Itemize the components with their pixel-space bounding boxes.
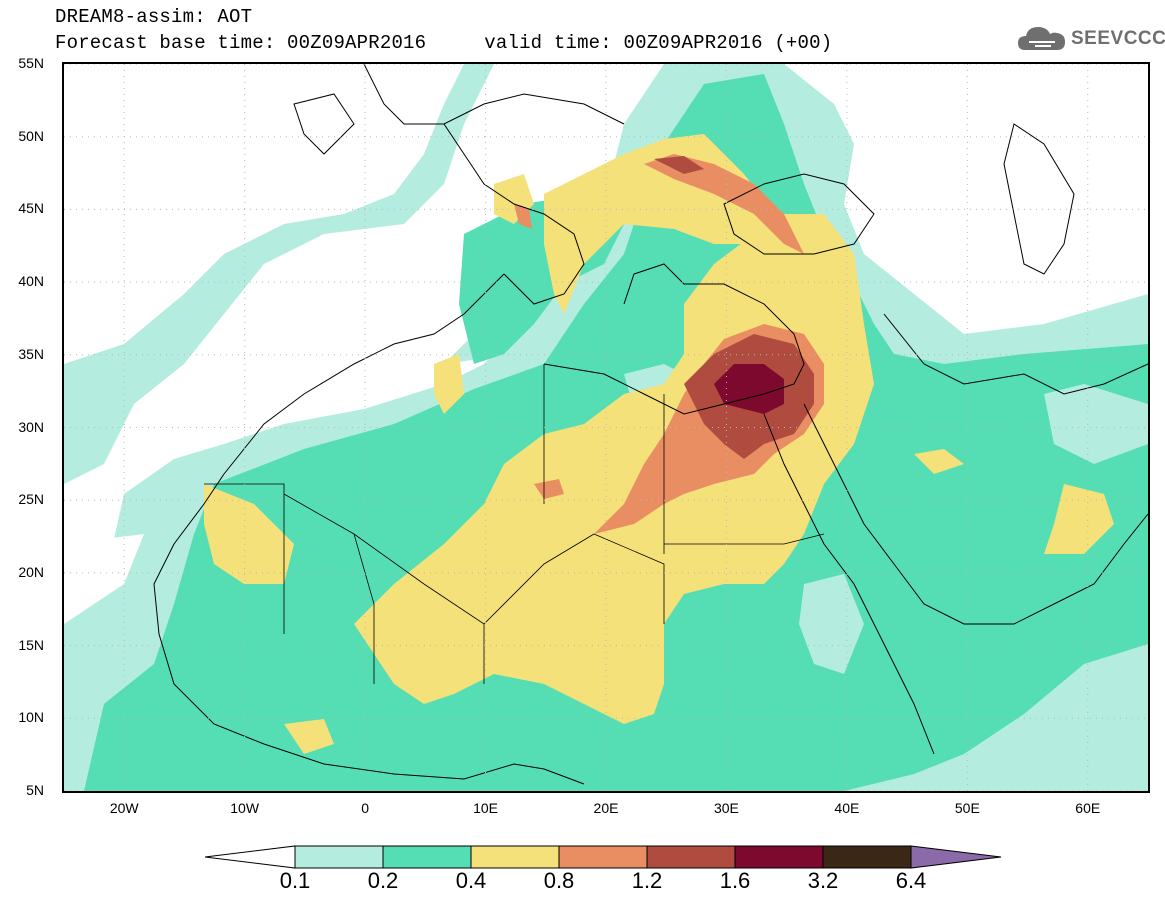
colorbar-label: 1.2: [631, 868, 663, 893]
lat-label: 25N: [18, 491, 44, 508]
forecast-time-line: Forecast base time: 00Z09APR2016 valid t…: [55, 32, 833, 54]
colorbar-segment: [734, 845, 824, 869]
lon-label: 30E: [713, 800, 739, 816]
colorbar-segment: [382, 845, 472, 869]
borders: [204, 364, 825, 684]
lat-label: 20N: [18, 563, 44, 580]
white-areas: [64, 64, 1148, 624]
colorbar-label: 3.2: [807, 868, 839, 893]
lat-label: 15N: [18, 636, 44, 653]
logo-text: SEEVCCC: [1071, 28, 1165, 49]
colorbar-high-triangle: [910, 845, 1002, 869]
lat-label: 40N: [18, 273, 44, 290]
colorbar-label: 1.6: [719, 868, 751, 893]
lat-label: 5N: [26, 782, 44, 798]
colorbar-label: 0.2: [367, 868, 399, 893]
lat-label: 30N: [18, 418, 44, 435]
colorbar-segment: [470, 845, 560, 869]
colorbar-segment: [558, 845, 648, 869]
lon-label: 60E: [1075, 800, 1101, 816]
colorbar-segment: [822, 845, 912, 869]
lat-label: 35N: [18, 345, 44, 362]
colorbar-label: 0.4: [455, 868, 487, 893]
colorbar-label: 6.4: [895, 868, 927, 893]
lat-label: 55N: [18, 55, 44, 71]
colorbar-low-triangle: [205, 845, 296, 869]
grid: [64, 64, 1148, 791]
cloud-icon: [1018, 27, 1065, 50]
lat-label: 45N: [18, 200, 44, 217]
colorbar-segment: [646, 845, 736, 869]
map-title: DREAM8-assim: AOT: [55, 6, 253, 28]
seevccc-logo: SEEVCCC: [1017, 24, 1165, 54]
lon-label: 50E: [954, 800, 980, 816]
lon-label: 20E: [593, 800, 619, 816]
colorbar: [205, 845, 1002, 869]
lon-label: 10E: [473, 800, 499, 816]
aot-contour-1.6: [714, 364, 784, 414]
lon-label: 10W: [230, 800, 260, 816]
lon-label: 40E: [834, 800, 860, 816]
coastlines: [153, 64, 1148, 785]
lat-label: 50N: [18, 127, 44, 144]
lon-label: 20W: [109, 800, 139, 816]
lon-label: 0: [361, 800, 370, 816]
colorbar-label: 0.8: [543, 868, 575, 893]
colorbar-segment: [294, 845, 384, 869]
aot-map: [62, 62, 1150, 793]
lat-label: 10N: [18, 709, 44, 726]
colorbar-label: 0.1: [279, 868, 311, 893]
